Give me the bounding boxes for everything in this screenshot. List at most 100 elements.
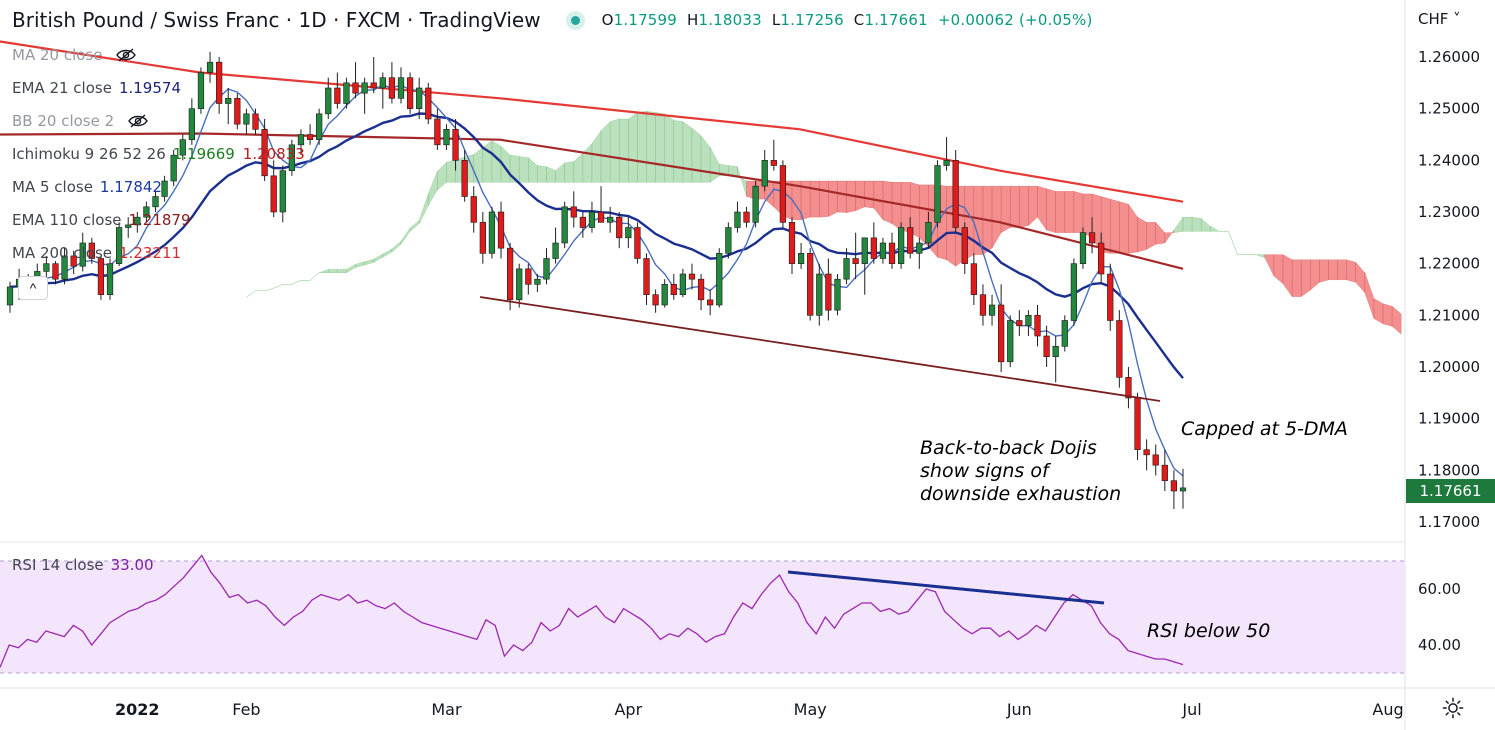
candle-body: [1152, 454, 1159, 466]
cloud-segment: [446, 159, 456, 183]
high-label: H: [686, 11, 699, 29]
cloud-segment: [1264, 254, 1275, 277]
cloud-segment: [1319, 259, 1329, 283]
candle-body: [843, 258, 850, 280]
cloud-segment: [428, 171, 438, 207]
eye-off-icon[interactable]: [128, 114, 148, 128]
cloud-segment: [1382, 303, 1393, 327]
legend-row[interactable]: EMA 110 close 1.21879: [12, 211, 192, 229]
candle-body: [206, 61, 214, 73]
cloud-segment: [1182, 217, 1193, 232]
candle-body: [543, 258, 550, 280]
candle-body: [1170, 480, 1178, 492]
cloud-segment: [737, 166, 747, 197]
candle-body: [125, 224, 132, 228]
cloud-segment: [819, 180, 829, 218]
cloud-segment: [1255, 254, 1265, 259]
cloud-segment: [1019, 186, 1029, 228]
candle-body: [425, 87, 432, 120]
candles-group: [6, 51, 1187, 510]
candle-body: [252, 113, 259, 130]
candle-body: [716, 253, 723, 306]
cloud-segment: [1346, 259, 1356, 283]
time-tick-label: Mar: [431, 700, 462, 719]
cloud-segment: [319, 269, 329, 273]
legend-row[interactable]: EMA 21 close 1.19574: [12, 79, 182, 97]
candle-body: [1025, 315, 1032, 326]
legend-row[interactable]: BB 20 close 2: [12, 112, 148, 130]
annotation-dojis: Back-to-back Dojis show signs of downsid…: [920, 437, 1121, 506]
candle-body: [388, 77, 396, 99]
cloud-segment: [337, 269, 347, 273]
cloud-segment: [1337, 259, 1347, 280]
legend-row[interactable]: MA 200 close 1.23211: [12, 244, 182, 262]
legend-row[interactable]: MA 5 close 1.17842: [12, 178, 163, 196]
cloud-segment: [1310, 259, 1320, 291]
candle-body: [897, 227, 905, 264]
candle-body: [488, 211, 496, 254]
candle-body: [625, 227, 632, 239]
candle-body: [1116, 320, 1123, 378]
cloud-segment: [1391, 305, 1402, 335]
candle-body: [406, 77, 414, 109]
candle-body: [588, 211, 596, 228]
time-tick-label: Aug: [1372, 700, 1403, 719]
candle-body: [1016, 320, 1023, 326]
cloud-segment: [546, 166, 556, 183]
candle-body: [907, 227, 914, 254]
candle-body: [1161, 464, 1168, 481]
cloud-segment: [419, 193, 429, 224]
candle-body: [1125, 377, 1132, 399]
candle-body: [1061, 320, 1068, 347]
cloud-segment: [355, 261, 365, 268]
cloud-segment: [1364, 272, 1375, 319]
cloud-segment: [691, 127, 702, 183]
legend-name: Ichimoku 9 26 52 26: [12, 145, 166, 163]
legend-row[interactable]: Ichimoku 9 26 52 26 1.19669 1.20833: [12, 145, 306, 163]
candle-body: [743, 211, 750, 223]
low-value: 1.17256: [780, 11, 844, 29]
open-label: O: [601, 11, 614, 29]
cloud-segment: [582, 143, 593, 183]
cloud-segment: [1210, 225, 1220, 232]
collapse-legend-button[interactable]: ^: [18, 276, 48, 300]
symbol-title[interactable]: British Pound / Swiss Franc · 1D · FXCM …: [12, 8, 541, 32]
eye-off-icon[interactable]: [116, 48, 137, 62]
candle-body: [461, 160, 468, 197]
candle-body: [361, 82, 368, 94]
settings-sun-icon[interactable]: [1442, 697, 1464, 719]
candle-body: [816, 273, 823, 316]
cloud-segment: [1128, 203, 1138, 254]
cloud-segment: [1282, 254, 1293, 298]
cloud-segment: [391, 240, 402, 253]
candle-body: [70, 255, 77, 267]
candle-body: [234, 98, 241, 125]
candle-body: [1107, 273, 1114, 321]
candle-body: [525, 268, 532, 285]
candle-body: [607, 216, 614, 223]
candle-body: [288, 144, 296, 171]
cloud-segment: [1173, 216, 1184, 233]
legend-row[interactable]: MA 20 close: [12, 46, 137, 64]
candle-body: [979, 294, 987, 316]
candle-body: [506, 247, 514, 301]
cloud-segment: [309, 272, 320, 281]
cloud-segment: [864, 180, 874, 209]
candle-body: [970, 263, 977, 295]
candle-body: [1098, 242, 1105, 275]
cloud-segment: [900, 182, 911, 233]
cloud-segment: [1146, 222, 1156, 250]
currency-selector[interactable]: CHF ˅: [1418, 10, 1461, 28]
candle-body: [134, 216, 141, 226]
legend-value: 1.19574: [118, 79, 181, 97]
cloud-segment: [646, 111, 656, 183]
cloud-segment: [482, 140, 493, 183]
candle-body: [343, 82, 350, 104]
cloud-segment: [609, 118, 620, 183]
cloud-segment: [528, 157, 538, 183]
candle-body: [115, 227, 123, 264]
annotation-dojis-line-1: Back-to-back Dojis: [920, 437, 1097, 459]
rsi-legend[interactable]: RSI 14 close 33.00: [12, 556, 155, 574]
candle-body: [943, 160, 950, 166]
